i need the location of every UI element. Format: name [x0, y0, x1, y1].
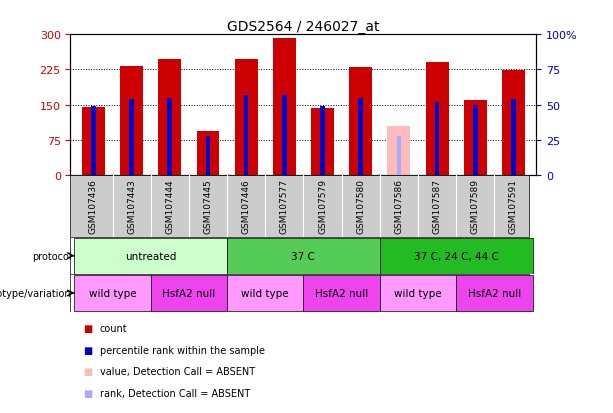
- Bar: [158, 59, 181, 176]
- Text: GSM107579: GSM107579: [318, 179, 327, 233]
- Bar: [380, 275, 456, 311]
- Text: GSM107446: GSM107446: [242, 179, 251, 233]
- Bar: [435, 102, 440, 176]
- Text: HsfA2 null: HsfA2 null: [315, 288, 368, 298]
- Bar: [502, 71, 525, 176]
- Text: count: count: [100, 323, 128, 333]
- Text: GSM107589: GSM107589: [471, 179, 480, 233]
- Bar: [511, 100, 516, 176]
- Text: ■: ■: [83, 366, 92, 376]
- Bar: [397, 136, 401, 176]
- Bar: [151, 275, 227, 311]
- Text: ■: ■: [83, 345, 92, 355]
- Text: GSM107580: GSM107580: [356, 179, 365, 233]
- Bar: [227, 238, 380, 274]
- Text: HsfA2 null: HsfA2 null: [468, 288, 521, 298]
- Bar: [303, 275, 380, 311]
- Bar: [464, 101, 487, 176]
- Text: rank, Detection Call = ABSENT: rank, Detection Call = ABSENT: [100, 388, 250, 398]
- Bar: [167, 98, 172, 176]
- Bar: [473, 105, 478, 176]
- Text: GSM107444: GSM107444: [166, 179, 174, 233]
- Text: GSM107591: GSM107591: [509, 179, 518, 233]
- Text: ■: ■: [83, 388, 92, 398]
- Text: genotype/variation: genotype/variation: [0, 288, 71, 298]
- Bar: [91, 107, 96, 176]
- Text: GSM107445: GSM107445: [204, 179, 213, 233]
- Bar: [387, 126, 410, 176]
- Bar: [311, 109, 334, 176]
- Text: ■: ■: [83, 323, 92, 333]
- Text: protocol: protocol: [32, 251, 71, 261]
- Bar: [320, 107, 325, 176]
- Bar: [206, 136, 210, 176]
- Bar: [456, 275, 533, 311]
- Bar: [425, 63, 449, 176]
- Title: GDS2564 / 246027_at: GDS2564 / 246027_at: [227, 20, 379, 34]
- Bar: [380, 238, 533, 274]
- Bar: [74, 238, 227, 274]
- Text: wild type: wild type: [242, 288, 289, 298]
- Bar: [359, 98, 363, 176]
- Bar: [82, 108, 105, 176]
- Bar: [244, 95, 248, 176]
- Text: percentile rank within the sample: percentile rank within the sample: [100, 345, 265, 355]
- Text: GSM107443: GSM107443: [127, 179, 136, 233]
- Text: 37 C, 24 C, 44 C: 37 C, 24 C, 44 C: [414, 251, 498, 261]
- Text: GSM107587: GSM107587: [433, 179, 441, 233]
- Bar: [197, 132, 219, 176]
- Text: wild type: wild type: [89, 288, 136, 298]
- Bar: [273, 39, 296, 176]
- Bar: [74, 275, 151, 311]
- Text: GSM107577: GSM107577: [280, 179, 289, 233]
- Text: untreated: untreated: [125, 251, 177, 261]
- Bar: [129, 100, 134, 176]
- Text: value, Detection Call = ABSENT: value, Detection Call = ABSENT: [100, 366, 255, 376]
- Bar: [120, 67, 143, 176]
- Text: GSM107436: GSM107436: [89, 179, 98, 233]
- Text: wild type: wild type: [394, 288, 442, 298]
- Bar: [227, 275, 303, 311]
- Text: 37 C: 37 C: [292, 251, 315, 261]
- Bar: [349, 68, 372, 176]
- Text: HsfA2 null: HsfA2 null: [162, 288, 216, 298]
- Text: GSM107586: GSM107586: [394, 179, 403, 233]
- Bar: [235, 59, 257, 176]
- Bar: [282, 95, 287, 176]
